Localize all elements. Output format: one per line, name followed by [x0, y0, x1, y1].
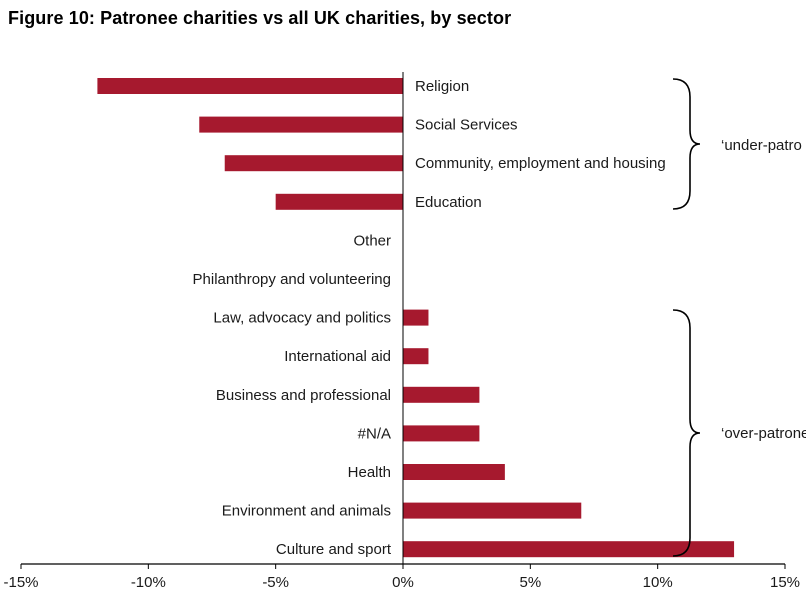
- category-label: Religion: [415, 78, 469, 95]
- category-label: Environment and animals: [222, 503, 391, 520]
- category-label: Social Services: [415, 117, 518, 134]
- bar: [97, 78, 404, 94]
- bar: [403, 386, 480, 403]
- annotations: ‘under-patro ‘over-patrone: [672, 78, 806, 557]
- x-tick-label: 10%: [643, 574, 673, 591]
- x-tick-label: -15%: [3, 574, 38, 591]
- chart-title: Figure 10: Patronee charities vs all UK …: [8, 8, 512, 28]
- bar: [403, 425, 480, 442]
- bar: [403, 464, 505, 480]
- bar: [403, 541, 735, 558]
- category-label: International aid: [284, 348, 391, 365]
- x-tick-label: -10%: [131, 574, 166, 591]
- x-axis: -15% -10% -5% 0% 5% 10% 15%: [3, 72, 800, 591]
- category-label: Culture and sport: [276, 541, 392, 558]
- x-tick-label: 5%: [519, 574, 541, 591]
- category-label: Business and professional: [216, 387, 391, 404]
- category-label: Philanthropy and volunteering: [193, 271, 391, 288]
- bars-layer: [97, 78, 735, 558]
- category-label: Health: [348, 464, 391, 481]
- bar: [403, 309, 429, 326]
- annotation-under: ‘under-patro: [721, 137, 802, 154]
- x-tick-label: -5%: [262, 574, 289, 591]
- bar: [199, 116, 403, 133]
- curly-brace: [672, 309, 701, 557]
- category-labels: Religion Social Services Community, employ…: [193, 78, 666, 558]
- category-label: #N/A: [358, 425, 391, 442]
- annotation-over: ‘over-patrone: [721, 425, 806, 442]
- x-tick-label: 0%: [392, 574, 414, 591]
- category-label: Law, advocacy and politics: [213, 310, 391, 327]
- category-label: Other: [353, 232, 391, 249]
- category-label: Education: [415, 194, 482, 211]
- curly-brace: [672, 78, 701, 210]
- bar: [275, 193, 403, 210]
- bar: [403, 348, 429, 365]
- bar: [403, 502, 582, 519]
- category-label: Community, employment and housing: [415, 155, 666, 172]
- bar: [224, 155, 403, 172]
- x-tick-label: 15%: [770, 574, 800, 591]
